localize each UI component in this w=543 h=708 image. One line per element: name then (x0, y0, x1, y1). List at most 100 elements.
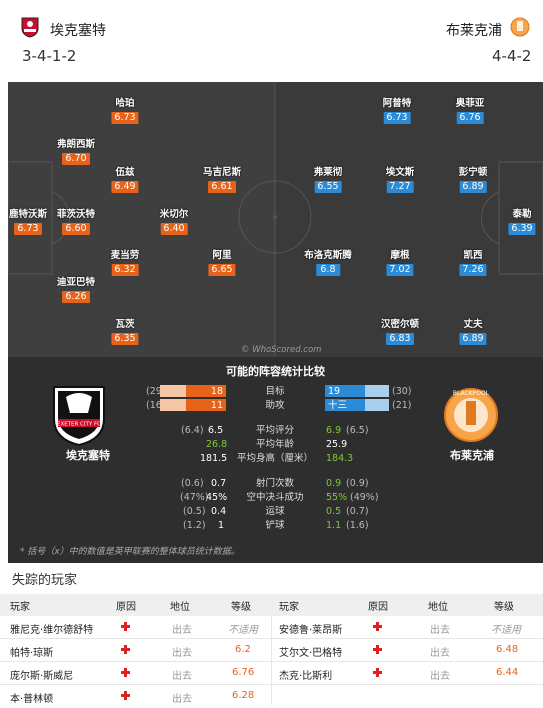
col-reason: 原因 (116, 602, 136, 613)
player-grade: 6.28 (232, 690, 255, 701)
home-player-card[interactable]: 迪亚巴特 6.26 (57, 277, 95, 303)
home-value: 45% (206, 492, 228, 503)
player-name: 麦当劳 (110, 250, 140, 261)
home-player-card[interactable]: 瓦茨 6.35 (111, 319, 139, 345)
home-missing-player-name[interactable]: 本·普林顿 (10, 694, 54, 705)
home-value: 0.4 (211, 506, 227, 517)
away-player-card[interactable]: 汉密尔顿 6.83 (381, 319, 419, 345)
player-status: 出去 (430, 625, 450, 636)
home-player-card[interactable]: 米切尔 6.40 (160, 209, 188, 235)
home-missing-player-name[interactable]: 帕特·琼斯 (10, 648, 54, 659)
table-row: 雅尼克·维尔德舒特 出去 不适用 安德鲁·莱昂斯 出去 不适用 (0, 616, 543, 639)
col-grade: 等级 (231, 602, 251, 613)
table-row: 庞尔斯·斯威尼 出去 6.76 杰克·比斯利 出去 6.44 (0, 662, 543, 685)
away-missing-player-name[interactable]: 杰克·比斯利 (279, 671, 333, 682)
player-status: 出去 (172, 625, 192, 636)
missing-table-header: 玩家 原因 地位 等级 玩家 原因 地位 等级 (0, 594, 543, 616)
player-rating: 6.32 (111, 264, 139, 276)
home-league-value: (1.2) (183, 520, 206, 531)
home-player-card[interactable]: 菲茨沃特 6.60 (57, 209, 95, 235)
home-player-card[interactable]: 伍兹 6.49 (111, 167, 139, 193)
col-status: 地位 (170, 602, 190, 613)
away-player-card[interactable]: 丈夫 6.89 (459, 319, 487, 345)
away-value: 25.9 (326, 439, 348, 450)
stat-row-aerials: (47%) 45% 空中决斗成功 55% (49%) (8, 491, 543, 504)
away-team-name[interactable]: 布莱克浦 (446, 23, 502, 39)
home-player-card[interactable]: 马吉尼斯 6.61 (203, 167, 241, 193)
player-rating: 6.55 (314, 181, 342, 193)
home-league-goals: (29) (146, 386, 166, 397)
away-player-card[interactable]: 彭宁顿 6.89 (459, 167, 487, 193)
home-team-name[interactable]: 埃克塞特 (50, 23, 106, 39)
player-rating: 7.26 (459, 264, 487, 276)
home-value: 181.5 (200, 453, 228, 464)
stat-row-avg-height: 181.5 平均身高（厘米） 184.3 (8, 452, 543, 465)
away-missing-player-name[interactable]: 艾尔文·巴格特 (279, 648, 343, 659)
player-name: 哈珀 (115, 98, 135, 109)
home-formation: 3-4-1-2 (22, 47, 77, 65)
home-league-assists: (16) (146, 400, 166, 411)
away-assists-bar: 十三 (325, 399, 365, 411)
away-missing-player-name[interactable]: 安德鲁·莱昂斯 (279, 625, 343, 636)
player-rating: 6.89 (459, 181, 487, 193)
svg-text:BLACKPOOL: BLACKPOOL (453, 390, 490, 397)
home-league-value: (47%) (180, 492, 209, 503)
player-rating: 6.89 (459, 333, 487, 345)
col-player: 玩家 (10, 602, 30, 613)
player-name: 埃文斯 (385, 167, 415, 178)
player-grade: 6.76 (232, 667, 255, 678)
home-goals-bar: 18 (186, 385, 226, 397)
stat-label: 运球 (265, 506, 285, 517)
player-grade: 不适用 (228, 625, 258, 636)
home-missing-player-name[interactable]: 庞尔斯·斯威尼 (10, 671, 74, 682)
player-status: 出去 (172, 648, 192, 659)
table-divider (271, 616, 272, 705)
away-player-card[interactable]: 凯西 7.26 (459, 250, 487, 276)
home-missing-player-name[interactable]: 雅尼克·维尔德舒特 (10, 625, 94, 636)
watermark: © WhoScored.com (241, 345, 322, 355)
away-player-card[interactable]: 摩根 7.02 (386, 250, 414, 276)
match-header: 埃克塞特 3-4-1-2 布莱克浦 4-4-2 (0, 0, 543, 82)
stat-label: 射门次数 (255, 478, 294, 489)
away-player-card[interactable]: 奥菲亚 6.76 (456, 98, 484, 124)
player-rating: 6.26 (62, 291, 90, 303)
player-status: 出去 (172, 671, 192, 682)
away-league-value: (1.6) (346, 520, 369, 531)
player-rating: 6.61 (208, 181, 236, 193)
away-value: 55% (326, 492, 348, 503)
away-player-card[interactable]: 弗莱彻 6.55 (314, 167, 342, 193)
player-status: 出去 (172, 694, 192, 705)
home-player-card[interactable]: 鹿特沃斯 6.73 (9, 209, 47, 235)
home-player-card[interactable]: 哈珀 6.73 (111, 98, 139, 124)
away-league-assists: (21) (392, 400, 412, 411)
away-player-card[interactable]: 布洛克斯腾 6.8 (304, 250, 352, 276)
player-rating: 6.60 (62, 223, 90, 235)
player-name: 丈夫 (463, 319, 483, 330)
player-rating: 6.65 (208, 264, 236, 276)
player-name: 弗朗西斯 (56, 139, 96, 150)
away-league-value: (0.7) (346, 506, 369, 517)
player-name: 凯西 (463, 250, 483, 261)
away-player-card[interactable]: 阿普特 6.73 (383, 98, 411, 124)
stat-row-shots: (0.6) 0.7 射门次数 0.9 (0.9) (8, 477, 543, 490)
injury-icon (121, 668, 130, 677)
svg-text:EXETER CITY FC: EXETER CITY FC (57, 422, 101, 428)
stats-footnote: * 括号（x）中的数值是英甲联赛的整体球员统计数据。 (20, 547, 240, 557)
away-player-card[interactable]: 泰勒 6.39 (508, 209, 536, 235)
player-name: 摩根 (390, 250, 410, 261)
home-player-card[interactable]: 麦当劳 6.32 (110, 250, 140, 276)
away-player-card[interactable]: 埃文斯 7.27 (385, 167, 415, 193)
away-value: 0.9 (326, 478, 342, 489)
home-value: 0.7 (211, 478, 227, 489)
home-player-card[interactable]: 阿里 6.65 (208, 250, 236, 276)
stat-label-goals: 目标 (265, 386, 285, 397)
home-value: 26.8 (206, 439, 228, 450)
player-name: 伍兹 (115, 167, 135, 178)
player-name: 阿里 (212, 250, 232, 261)
stat-row-dribbles: (0.5) 0.4 运球 0.5 (0.7) (8, 505, 543, 518)
injury-icon (373, 622, 382, 631)
player-rating: 7.27 (386, 181, 414, 193)
player-status: 出去 (430, 671, 450, 682)
home-player-card[interactable]: 弗朗西斯 6.70 (57, 139, 95, 165)
pitch: 哈珀 6.73 弗朗西斯 6.70 伍兹 6.49 马吉尼斯 6.61 鹿特沃斯… (8, 82, 543, 357)
